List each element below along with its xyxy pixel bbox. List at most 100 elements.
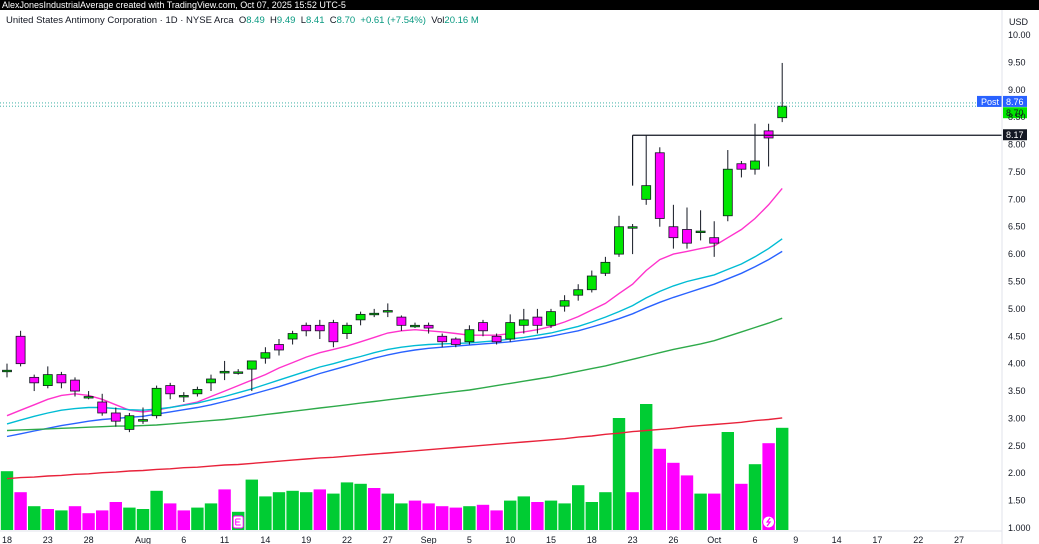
volume-bar [109, 502, 122, 530]
candle [83, 391, 94, 400]
moving-average-line [6, 250, 783, 438]
candle [505, 314, 516, 342]
moving-average-line [6, 317, 783, 432]
volume-bar [708, 493, 721, 530]
candle-body [301, 324, 312, 332]
candle-body [260, 352, 271, 359]
candle [546, 308, 556, 329]
y-tick-label: 6.00 [1008, 249, 1026, 259]
x-tick-label: 22 [913, 535, 923, 544]
candle-body [138, 419, 148, 422]
y-tick-label: 6.50 [1008, 222, 1026, 232]
candle-body [763, 130, 774, 139]
volume-bar [721, 432, 734, 530]
earnings-icon-glyph [235, 518, 241, 526]
post-price: 8.76 [1006, 97, 1024, 107]
candle-body [178, 395, 189, 398]
candle [573, 284, 584, 301]
candle-body [478, 322, 488, 332]
y-tick-label: 9.50 [1008, 57, 1026, 67]
candle [29, 374, 40, 392]
moving-averages [6, 187, 783, 480]
volume-bar [490, 510, 503, 530]
volume-bar [0, 471, 14, 530]
candle [246, 360, 257, 392]
candle [722, 150, 733, 222]
candle-body [42, 374, 53, 386]
candle [342, 322, 352, 340]
candle [518, 308, 529, 334]
candle-body [206, 378, 216, 384]
candle-body [437, 335, 448, 343]
candle-body [423, 324, 434, 329]
x-tick-label: 28 [84, 535, 94, 544]
candle [668, 204, 679, 249]
volume-bar [463, 506, 476, 530]
candle-body [328, 322, 339, 343]
candle [627, 223, 638, 255]
volume-bar [136, 509, 150, 530]
legend-open-label: O [238, 15, 247, 26]
volume-bar [599, 492, 612, 530]
volume-bar [96, 510, 109, 530]
volume-bar [640, 404, 653, 530]
x-tick-label: 11 [220, 535, 229, 544]
candle [750, 123, 760, 175]
candle [260, 347, 271, 364]
earnings-icon [232, 515, 244, 529]
volume-bar [218, 489, 231, 530]
volume-bar [395, 503, 408, 530]
candle [396, 315, 407, 331]
legend-low: 8.41 [305, 15, 325, 26]
candle-body [233, 371, 244, 374]
price-axis[interactable]: 10.00 9.50 9.00 8.50 8.00 7.50 7.00 6.50 6.00 5.5… [1001, 10, 1031, 544]
volume-bar [41, 509, 54, 530]
volume-bar [123, 507, 136, 530]
volume-bar [204, 503, 218, 530]
line-price: 8.17 [1006, 130, 1024, 140]
candle-body [464, 329, 475, 343]
candle [478, 319, 488, 337]
candle-body [600, 261, 611, 274]
x-tick-label: 18 [587, 535, 597, 544]
y-tick-label: 8.50 [1008, 112, 1026, 122]
y-tick-label: 4.00 [1008, 359, 1026, 369]
volume-bar [680, 475, 694, 530]
candle-body [124, 415, 135, 430]
volume-bars [0, 404, 789, 530]
volume-bar [313, 489, 326, 530]
time-axis[interactable]: 18 23 28 Aug 6 11 14 19 22 27 Sep 5 10 15 18 23 26 Oct 6 9 1… [0, 530, 1002, 544]
candle-body [15, 335, 26, 365]
x-tick-label: 15 [546, 535, 556, 544]
line-price-box [1003, 129, 1027, 141]
volume-bar [667, 462, 680, 530]
volume-bar [544, 500, 558, 530]
credit-text: AlexJonesIndustrialAverage created with … [2, 0, 346, 10]
y-tick-label: 4.50 [1008, 331, 1026, 341]
candle-body [532, 316, 543, 326]
candle-body [777, 105, 788, 119]
volume-bar [164, 503, 177, 530]
candlesticks [2, 62, 788, 433]
candle [410, 322, 420, 329]
x-tick-label: 19 [301, 535, 311, 544]
candle-body [722, 168, 733, 217]
candle-body [396, 316, 407, 326]
x-tick-label: 14 [260, 535, 270, 544]
last-price: 8.70 [1006, 108, 1024, 118]
candle-body [750, 160, 760, 170]
legend-high: 9.49 [276, 15, 296, 26]
candle-body [382, 310, 393, 313]
candle [274, 339, 284, 356]
y-tick-label: 3.00 [1008, 413, 1026, 423]
volume-bar [368, 488, 381, 530]
candle-body [192, 389, 203, 395]
volume-bar [354, 483, 367, 530]
volume-bar [612, 418, 626, 530]
candle [138, 407, 148, 424]
x-tick-label: 23 [43, 535, 53, 544]
candle-body [546, 311, 556, 326]
candle-body [287, 333, 298, 340]
candle-body [355, 313, 366, 321]
